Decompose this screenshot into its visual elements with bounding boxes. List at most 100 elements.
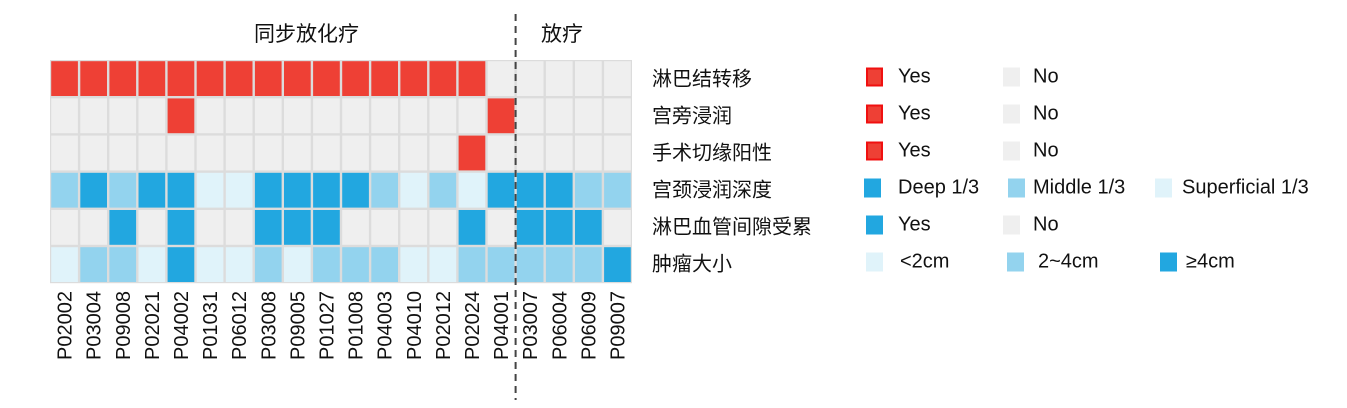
heatmap-cell (371, 172, 398, 208)
row-label: 肿瘤大小 (652, 251, 732, 276)
legend-swatch (866, 104, 883, 124)
heatmap-cell (487, 172, 515, 208)
heatmap-cell (138, 210, 166, 245)
heatmap-cell (516, 247, 544, 282)
legend-label: 2~4cm (1038, 250, 1099, 273)
heatmap-cell (371, 135, 398, 171)
heatmap-cell (604, 61, 631, 96)
sample-label: P06012 (229, 291, 251, 360)
sample-label: P03008 (258, 291, 280, 360)
heatmap-cell (487, 247, 515, 282)
heatmap-cell (109, 172, 137, 208)
heatmap-cell (458, 98, 486, 134)
heatmap-cell (167, 172, 195, 208)
heatmap-cell (51, 172, 78, 208)
heatmap-cell (516, 210, 544, 245)
sample-label: P01031 (200, 291, 222, 360)
heatmap-cell (196, 247, 224, 282)
heatmap-cell (138, 247, 166, 282)
legend-label: Yes (898, 213, 931, 236)
sample-label: P03004 (84, 291, 106, 360)
heatmap-cell (196, 172, 224, 208)
heatmap-grid: P02002 P03004 P09008 P02021 P04002 P01031 P060… (50, 14, 632, 400)
heatmap-cell (284, 210, 311, 245)
heatmap-cell (487, 61, 515, 96)
group-label-radiotherapy: 放疗 (541, 22, 583, 46)
heatmap-cell (342, 172, 369, 208)
group-label-chemoradiotherapy: 同步放化疗 (254, 22, 359, 46)
sample-label: P03007 (520, 291, 542, 360)
heatmap-cell (80, 61, 107, 96)
heatmap-cell (458, 210, 486, 245)
heatmap-cell (254, 210, 282, 245)
heatmap-cell (604, 247, 631, 282)
heatmap-cell (109, 247, 137, 282)
heatmap-cell (225, 61, 253, 96)
sample-label: P09008 (113, 291, 135, 360)
legend-swatch (866, 67, 883, 87)
heatmap-cell (167, 247, 195, 282)
row-label: 宫旁浸润 (652, 103, 732, 128)
sample-label: P01008 (346, 291, 368, 360)
heatmap-cell (516, 61, 544, 96)
heatmap-cell (545, 61, 573, 96)
heatmap-cell (109, 61, 137, 96)
heatmap-cell (225, 135, 253, 171)
sample-label: P06004 (549, 291, 571, 360)
heatmap-cell (429, 172, 457, 208)
heatmap-cell (429, 61, 457, 96)
heatmap-cell (458, 247, 486, 282)
heatmap-cell (575, 210, 602, 245)
legend-label: Yes (898, 139, 931, 162)
heatmap-cell (516, 98, 544, 134)
sample-label: P02012 (433, 291, 455, 360)
legend-swatch (1003, 104, 1020, 124)
heatmap-cell (458, 61, 486, 96)
heatmap-cell (545, 135, 573, 171)
heatmap-cell (458, 135, 486, 171)
heatmap-cell (429, 247, 457, 282)
heatmap-cell (516, 172, 544, 208)
heatmap-cell (487, 135, 515, 171)
heatmap-cell (313, 247, 340, 282)
legend-label: Deep 1/3 (898, 176, 980, 199)
heatmap-cell (167, 98, 195, 134)
heatmap-cell (51, 135, 78, 171)
heatmap-cell (516, 135, 544, 171)
legend-label: ≥4cm (1186, 250, 1235, 273)
sample-label: P04010 (404, 291, 426, 360)
heatmap-cell (80, 247, 107, 282)
sample-label: P02021 (142, 291, 164, 360)
heatmap-cell (138, 135, 166, 171)
heatmap-cell (458, 172, 486, 208)
heatmap-cell (545, 98, 573, 134)
heatmap-cell (313, 172, 340, 208)
sample-label: P01027 (316, 291, 338, 360)
legend-swatch (1155, 178, 1172, 198)
sample-label: P06009 (578, 291, 600, 360)
heatmap-cell (545, 172, 573, 208)
heatmap-cell (51, 247, 78, 282)
heatmap-cell (487, 98, 515, 134)
heatmap-cell (371, 98, 398, 134)
legend-swatch (1003, 141, 1020, 161)
legend-swatch (1160, 252, 1177, 272)
heatmap-cell (487, 210, 515, 245)
legend-swatch (866, 215, 883, 235)
heatmap-cell (138, 98, 166, 134)
heatmap-cell (604, 172, 631, 208)
heatmap-cell (284, 98, 311, 134)
heatmap-cell (80, 210, 107, 245)
heatmap-cell (254, 247, 282, 282)
legend-label: No (1033, 65, 1059, 88)
heatmap-cell (254, 135, 282, 171)
legend-swatch (1003, 67, 1020, 87)
heatmap-cell (342, 61, 369, 96)
heatmap-cell (51, 61, 78, 96)
heatmap-cell (167, 135, 195, 171)
heatmap-cell (225, 98, 253, 134)
heatmap-cell (371, 61, 398, 96)
heatmap-cell (80, 98, 107, 134)
heatmap-cell (284, 135, 311, 171)
heatmap-cell (109, 210, 137, 245)
